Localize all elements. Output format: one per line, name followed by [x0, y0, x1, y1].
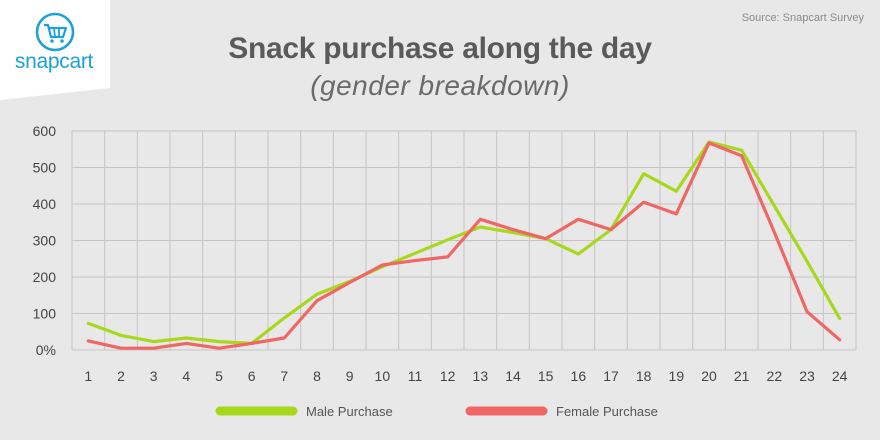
x-tick-label: 1: [84, 368, 92, 384]
x-tick-label: 21: [734, 368, 750, 384]
x-tick-label: 15: [538, 368, 554, 384]
x-tick-label: 8: [313, 368, 321, 384]
brand-name: snapcart: [14, 50, 94, 73]
y-axis-ticks: 0% 100 200 300 400 500 600: [33, 123, 57, 358]
x-tick-label: 6: [248, 368, 256, 384]
y-tick-label: 500: [33, 160, 57, 176]
source-note: Source: Snapcart Survey: [741, 12, 864, 24]
logo: snapcart: [0, 0, 110, 100]
chart-grid: [71, 130, 857, 351]
y-tick-label: 600: [33, 123, 57, 139]
x-tick-label: 14: [505, 368, 521, 384]
y-tick-label: 100: [33, 306, 57, 322]
x-tick-label: 23: [799, 368, 815, 384]
x-tick-label: 18: [636, 368, 652, 384]
series-line-male-purchase: [86, 140, 842, 345]
x-tick-label: 11: [408, 368, 423, 384]
logo-card-shape: [0, 0, 110, 100]
x-tick-label: 20: [701, 368, 717, 384]
series-lines: [86, 140, 842, 350]
x-tick-label: 4: [182, 368, 190, 384]
series-line-female-purchase: [86, 141, 842, 350]
chart-subtitle: (gender breakdown): [310, 70, 570, 101]
legend-label: Female Purchase: [556, 404, 658, 419]
x-tick-label: 24: [832, 368, 848, 384]
y-tick-label: 300: [33, 233, 57, 249]
x-tick-label: 22: [767, 368, 783, 384]
legend-label: Male Purchase: [306, 404, 393, 419]
x-tick-label: 16: [571, 368, 587, 384]
y-tick-label: 200: [33, 269, 57, 285]
x-tick-label: 2: [117, 368, 125, 384]
x-tick-label: 17: [603, 368, 619, 384]
x-tick-label: 10: [375, 368, 391, 384]
legend: Male Purchase Female Purchase: [215, 404, 658, 419]
x-tick-label: 3: [150, 368, 158, 384]
x-tick-label: 13: [473, 368, 489, 384]
y-tick-label: 0%: [36, 342, 56, 358]
x-tick-label: 5: [215, 368, 223, 384]
cart-icon: [35, 12, 75, 52]
x-tick-label: 9: [346, 368, 354, 384]
x-axis-ticks: 1 2 3 4 5 6 7 8 9 10 11 12 13 14 15 16 17 18 19 20 21 22 23 24: [84, 368, 847, 384]
x-tick-label: 19: [669, 368, 685, 384]
chart-title: Snack purchase along the day: [228, 32, 652, 65]
y-tick-label: 400: [33, 196, 57, 212]
x-tick-label: 7: [280, 368, 288, 384]
x-tick-label: 12: [440, 368, 456, 384]
